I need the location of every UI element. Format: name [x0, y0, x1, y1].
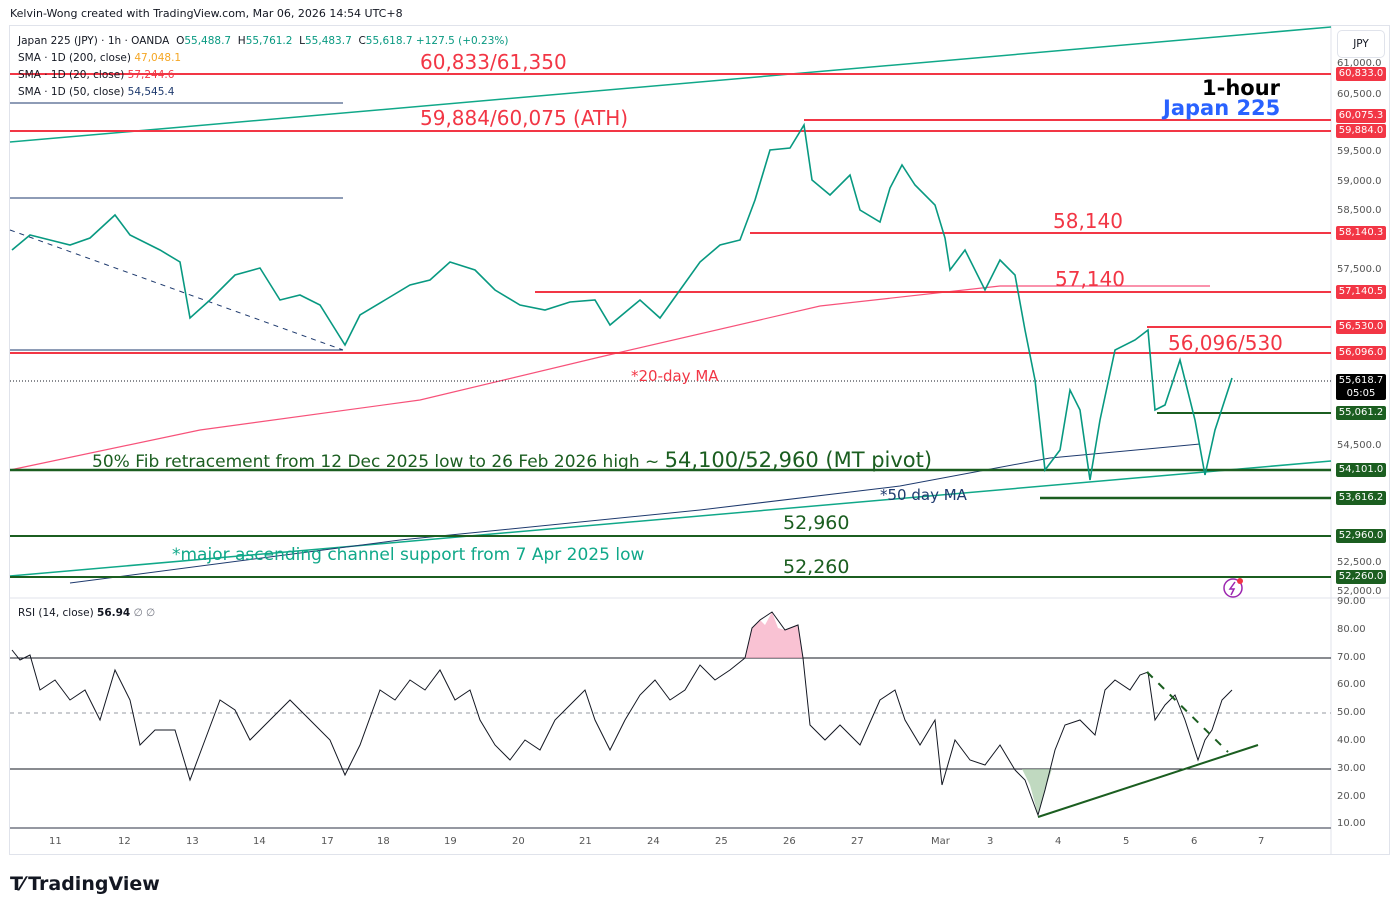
- time-axis-label: 11: [49, 836, 62, 847]
- rsi-axis-label: 90.00: [1337, 596, 1366, 607]
- price-axis-label: 58,500.0: [1337, 205, 1382, 216]
- sma50-row[interactable]: SMA · 1D (50, close) 54,545.4: [18, 86, 175, 98]
- annotation-56096: 56,096/530: [1168, 331, 1283, 355]
- time-axis-label: 5: [1123, 836, 1130, 847]
- time-axis-label: 4: [1055, 836, 1062, 847]
- tradingview-logo-icon: T⁄: [10, 873, 24, 895]
- annotation-ath: 59,884/60,075 (ATH): [420, 106, 629, 130]
- price-tag: 53,616.2: [1336, 491, 1386, 505]
- price-axis-label: 60,500.0: [1337, 89, 1382, 100]
- ma20-line: [9, 285, 1210, 471]
- price-axis-label: 52,000.0: [1337, 586, 1382, 597]
- time-axis-label: 3: [987, 836, 994, 847]
- chart-credit: Kelvin-Wong created with TradingView.com…: [10, 7, 403, 20]
- time-axis-label: 25: [715, 836, 728, 847]
- bar-countdown: 05:05: [1346, 388, 1376, 399]
- annotation-52260: 52,260: [783, 556, 850, 578]
- rsi-axis-label: 40.00: [1337, 735, 1366, 746]
- price-tag: 59,884.0: [1336, 124, 1386, 138]
- price-tag: 55,061.2: [1336, 406, 1386, 420]
- price-trace: [11, 122, 1233, 481]
- annotation-timeframe: 1-hour: [1202, 76, 1281, 100]
- price-tag: 52,260.0: [1336, 570, 1386, 584]
- price-axis-label: 59,000.0: [1337, 176, 1382, 187]
- symbol-label: Japan 225 (JPY) · 1h · OANDA: [18, 35, 170, 47]
- annotation-channel: *major ascending channel support from 7 …: [172, 545, 645, 565]
- rsi-axis-label: 10.00: [1337, 818, 1366, 829]
- time-axis-label: 26: [783, 836, 796, 847]
- price-axis-label: 52,500.0: [1337, 557, 1382, 568]
- time-axis-label: 12: [118, 836, 131, 847]
- price-tag: 56,530.0: [1336, 320, 1386, 334]
- annotation-level-60833: 60,833/61,350: [420, 50, 567, 74]
- time-axis-label: 17: [321, 836, 334, 847]
- alert-lightning-icon: [1223, 578, 1243, 598]
- rsi-axis-label: 20.00: [1337, 791, 1366, 802]
- time-axis-label: 21: [579, 836, 592, 847]
- price-axis-label: 54,500.0: [1337, 440, 1382, 451]
- time-axis-label: 24: [647, 836, 660, 847]
- rsi-axis-label: 70.00: [1337, 652, 1366, 663]
- rsi-line: [11, 611, 1233, 817]
- chart-legend: Japan 225 (JPY) · 1h · OANDA O55,488.7 H…: [18, 33, 508, 101]
- channel-lower-line: [9, 460, 1332, 577]
- high-value: 55,761.2: [245, 35, 293, 47]
- price-tag: 56,096.0: [1336, 346, 1386, 360]
- rsi-axis-label: 80.00: [1337, 624, 1366, 635]
- chart-frame[interactable]: [9, 25, 1390, 855]
- sma200-row[interactable]: SMA · 1D (200, close) 47,048.1: [18, 52, 182, 64]
- price-axis-label: 57,500.0: [1337, 264, 1382, 275]
- price-axis-label: 59,500.0: [1337, 146, 1382, 157]
- rsi-axis-label: 60.00: [1337, 679, 1366, 690]
- annotation-52960: 52,960: [783, 512, 850, 534]
- time-axis-label: 7: [1258, 836, 1265, 847]
- time-axis-label: 6: [1191, 836, 1198, 847]
- price-tag: 57,140.5: [1336, 285, 1386, 299]
- close-value: 55,618.7: [365, 35, 413, 47]
- annotation-57140: 57,140: [1055, 267, 1125, 291]
- low-value: 55,483.7: [305, 35, 352, 47]
- sma20-row[interactable]: SMA · 1D (20, close) 57,244.6: [18, 69, 175, 81]
- time-axis-label: 20: [512, 836, 525, 847]
- price-tag: 58,140.3: [1336, 226, 1386, 240]
- current-price-tag: 55,618.7 05:05: [1336, 374, 1386, 400]
- rsi-legend[interactable]: RSI (14, close) 56.94 ∅ ∅: [18, 607, 156, 619]
- price-tag: 52,960.0: [1336, 529, 1386, 543]
- annotation-fib: 50% Fib retracement from 12 Dec 2025 low…: [92, 448, 933, 472]
- time-axis-label: 18: [377, 836, 390, 847]
- rsi-axis-label: 30.00: [1337, 763, 1366, 774]
- annotation-58140: 58,140: [1053, 209, 1123, 233]
- annotation-ma50: *50 day MA: [880, 486, 967, 504]
- symbol-row[interactable]: Japan 225 (JPY) · 1h · OANDA O55,488.7 H…: [18, 35, 509, 47]
- open-value: 55,488.7: [184, 35, 232, 47]
- time-axis-label: 27: [851, 836, 864, 847]
- rsi-axis-label: 50.00: [1337, 707, 1366, 718]
- change-value: +127.5 (+0.23%): [415, 35, 509, 47]
- annotation-instrument: Japan 225: [1163, 96, 1281, 120]
- price-axis-label: 61,000.0: [1337, 58, 1382, 69]
- annotation-ma20: *20-day MA: [631, 367, 719, 385]
- time-axis-label: 14: [253, 836, 266, 847]
- ma50-line: [69, 443, 1201, 584]
- tradingview-logo[interactable]: T⁄ TradingView: [10, 873, 160, 895]
- rsi-value: 56.94: [97, 607, 131, 619]
- price-tag: 60,075.3: [1336, 109, 1386, 123]
- time-axis-label: 19: [444, 836, 457, 847]
- currency-button[interactable]: JPY: [1337, 30, 1385, 58]
- time-axis-label: Mar: [931, 836, 950, 847]
- channel-upper-line: [9, 26, 1332, 143]
- time-axis-label: 13: [186, 836, 199, 847]
- price-tag: 60,833.0: [1336, 67, 1386, 81]
- price-tag: 54,101.0: [1336, 463, 1386, 477]
